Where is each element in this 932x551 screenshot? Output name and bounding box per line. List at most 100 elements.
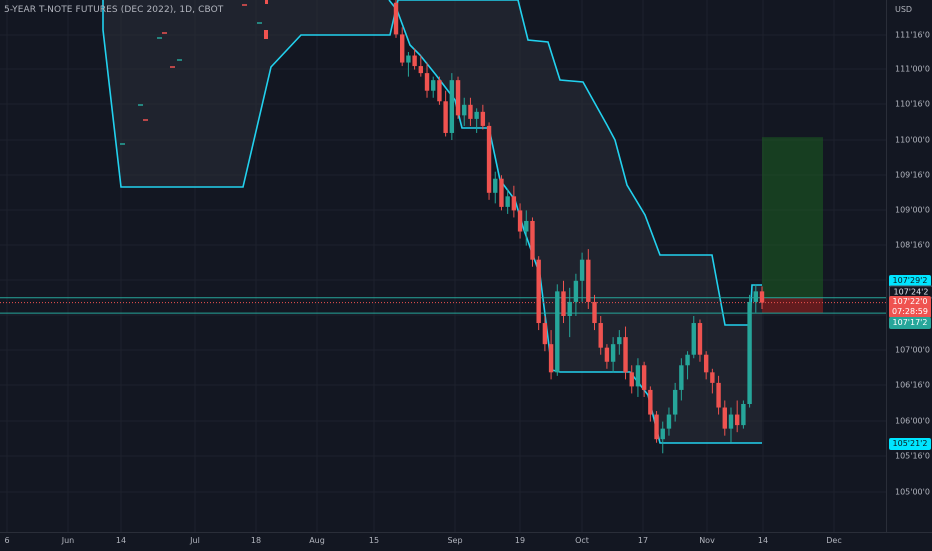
time-tick: 14 (757, 536, 769, 545)
time-tick: Sep (447, 536, 463, 545)
price-tick: 111'16'0 (895, 30, 930, 40)
upper-channel-line (102, 0, 762, 326)
time-tick: 15 (368, 536, 380, 545)
candle-body (654, 414, 659, 440)
price-chart[interactable] (0, 0, 886, 532)
price-tick: 105'00'0 (895, 487, 930, 497)
candle-body (265, 0, 268, 4)
bar-countdown-label: 07:28:59 (889, 306, 931, 318)
candle-body (604, 347, 610, 362)
last-price-label: 107'22'0 (889, 296, 931, 308)
candle-body (393, 2, 399, 35)
candle-body (542, 323, 548, 345)
lower-band-price-label: 105'21'2 (889, 438, 931, 450)
candle-body (691, 323, 696, 355)
time-tick: 6 (4, 536, 10, 545)
candle-body (505, 196, 510, 207)
candle-body (734, 414, 740, 426)
candle-body (468, 104, 473, 119)
candle-body (400, 34, 405, 63)
candle-body (703, 354, 709, 373)
time-tick: Aug (309, 536, 325, 545)
candle-body (660, 428, 665, 440)
candle-body (511, 196, 517, 211)
price-tick: 108'16'0 (895, 240, 930, 250)
price-tick: 110'16'0 (895, 99, 930, 109)
candle-body (617, 337, 622, 345)
candle-body (555, 291, 560, 373)
time-tick: Dec (826, 536, 842, 545)
symbol-title[interactable]: 5-YEAR T-NOTE FUTURES (DEC 2022), 1D, CB… (4, 5, 224, 15)
candle-body (679, 365, 684, 390)
price-tick: 106'00'0 (895, 416, 930, 426)
currency-label: USD (895, 5, 913, 14)
candle-body (666, 414, 672, 429)
price-tick: 105'16'0 (895, 451, 930, 461)
candle-body (524, 220, 529, 232)
candle-body (629, 372, 634, 387)
candle-body (697, 323, 703, 355)
candle-body (561, 291, 566, 316)
candle-body (579, 259, 585, 281)
profit-target-zone (762, 137, 823, 298)
candle-body (573, 280, 579, 302)
candle-body (635, 365, 641, 387)
candle-body (530, 220, 535, 260)
time-tick: 18 (250, 536, 262, 545)
candle-body (759, 291, 765, 303)
candle-body (412, 55, 417, 67)
candle-body (672, 389, 678, 415)
candle-body (418, 66, 424, 74)
candle-body (610, 344, 616, 362)
candle-body (598, 323, 603, 348)
time-tick: 17 (637, 536, 649, 545)
price-axis[interactable]: USD 111'16'0 111'00'0 110'16'0 110'00'0 … (886, 0, 932, 532)
candle-body (536, 259, 541, 324)
candle-body (431, 80, 436, 91)
candle-body (747, 301, 752, 404)
candle-body (517, 210, 523, 232)
candle-body (592, 301, 597, 324)
candle-body (443, 101, 448, 133)
candle-body (455, 80, 461, 116)
price-tick: 109'00'0 (895, 205, 930, 215)
price-tick: 111'00'0 (895, 64, 930, 74)
time-tick: Nov (699, 536, 715, 545)
candle-body (264, 30, 268, 39)
candle-body (623, 337, 628, 373)
candle-body (493, 178, 498, 193)
time-tick: Oct (575, 536, 589, 545)
candle-body (685, 354, 690, 366)
candle-body (728, 414, 734, 429)
candle-body (462, 104, 467, 116)
candle-body (722, 407, 727, 429)
time-tick: 14 (115, 536, 127, 545)
chart-pane[interactable]: 5-YEAR T-NOTE FUTURES (DEC 2022), 1D, CB… (0, 0, 886, 532)
candle-body (499, 178, 504, 207)
time-tick: Jul (190, 536, 200, 545)
candle-body (741, 404, 746, 426)
price-tick: 110'00'0 (895, 135, 930, 145)
time-axis[interactable]: 6 Jun 14 Jul 18 Aug 15 Sep 19 Oct 17 Nov… (0, 532, 932, 551)
stop-loss-zone (762, 297, 823, 314)
time-tick: 19 (514, 536, 526, 545)
channel-fill (103, 0, 762, 443)
time-tick: Jun (61, 536, 75, 545)
candle-body (548, 344, 554, 373)
price-tick: 109'16'0 (895, 170, 930, 180)
candle-body (437, 80, 442, 102)
candle-body (449, 80, 455, 133)
candle-body (406, 55, 411, 63)
price-tick: 107'00'0 (895, 345, 930, 355)
candle-body (716, 382, 721, 408)
candle-body (641, 365, 647, 390)
candle-body (486, 125, 492, 193)
candle-body (480, 111, 486, 126)
stop-level-price-label: 107'17'2 (889, 317, 931, 329)
candle-body (753, 291, 758, 302)
candle-body (424, 73, 430, 91)
candle-body (710, 372, 715, 383)
candle-body (567, 301, 572, 316)
candle-body (474, 111, 479, 119)
candle-body (648, 389, 653, 415)
